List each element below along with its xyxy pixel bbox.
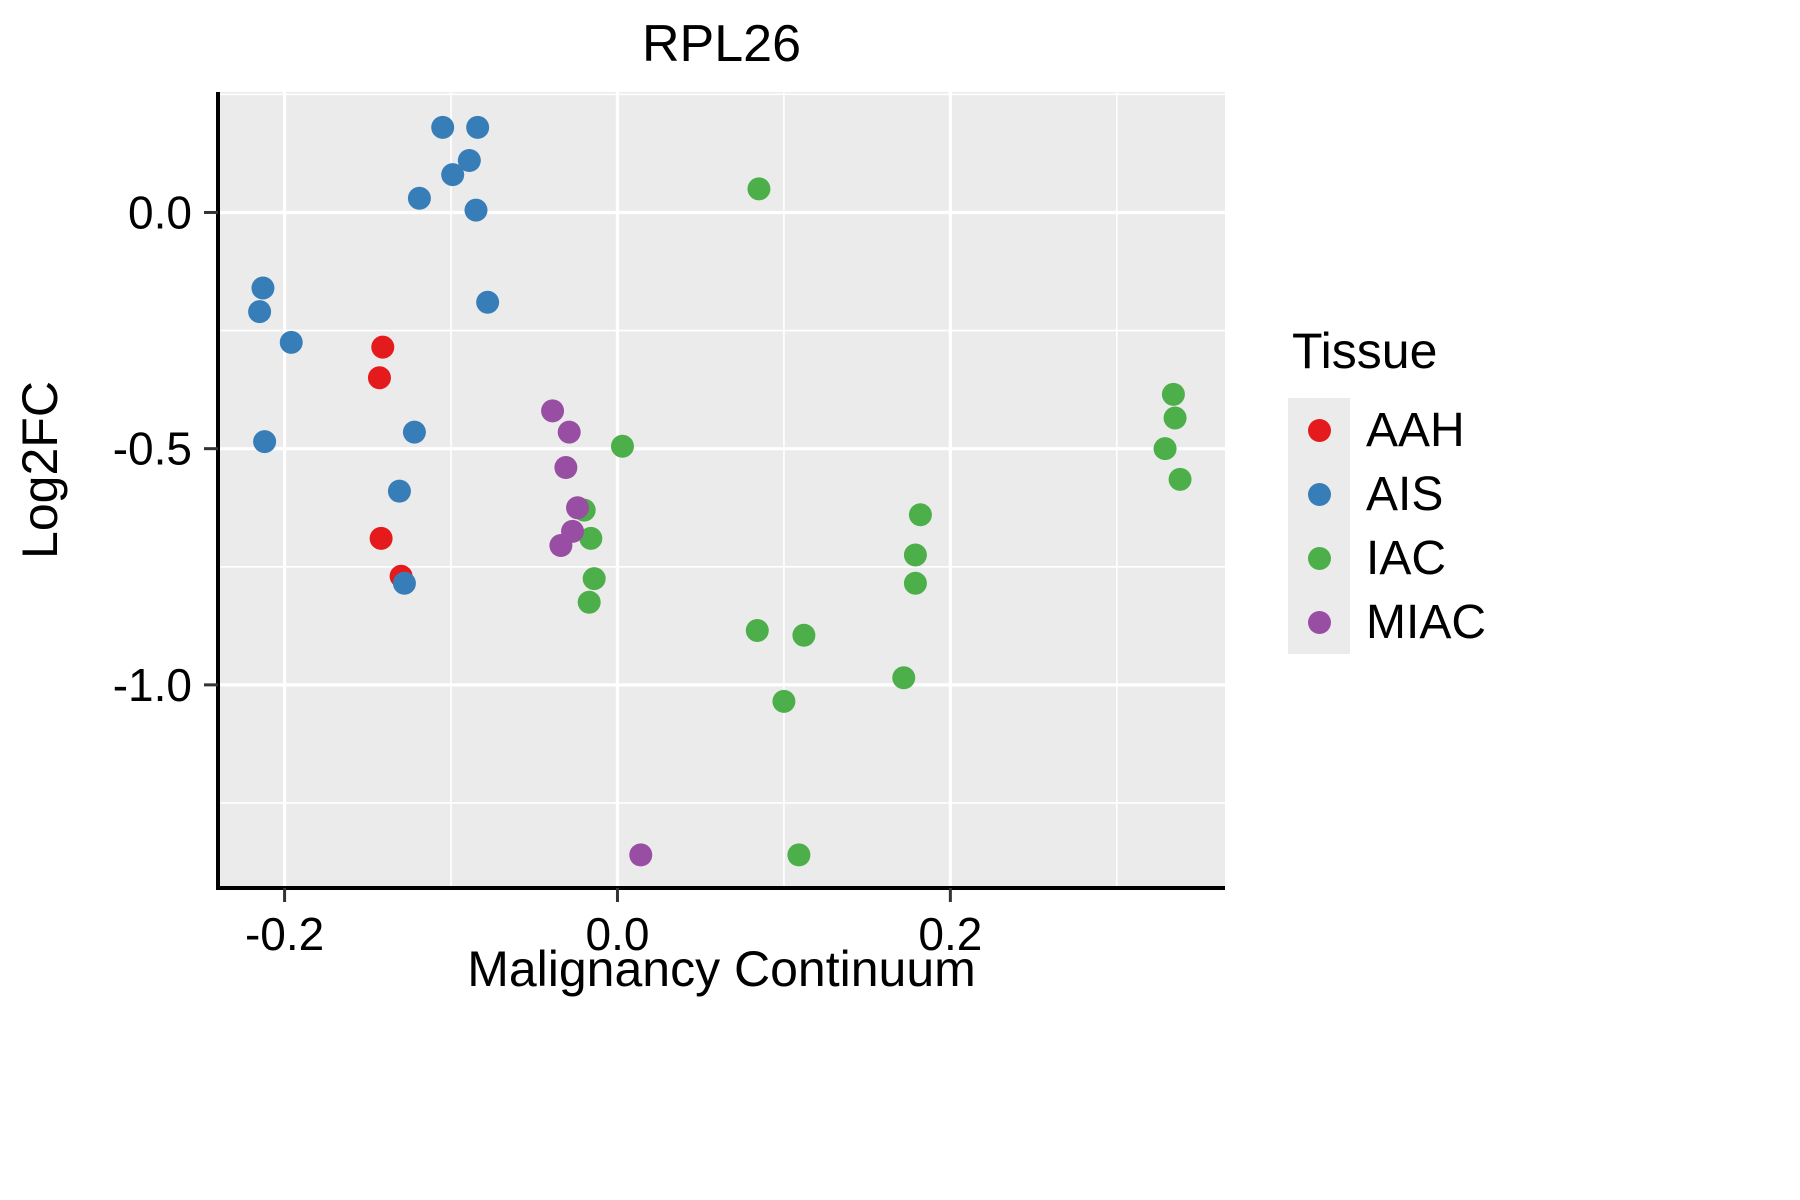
legend-title: Tissue	[1292, 323, 1438, 379]
panel-background	[218, 92, 1225, 888]
data-point-ais	[248, 300, 272, 324]
data-point-iac	[1153, 437, 1177, 461]
data-point-iac	[787, 843, 811, 867]
legend-label: AIS	[1366, 467, 1444, 521]
data-point-iac	[772, 689, 796, 713]
data-point-aah	[369, 526, 393, 550]
data-point-iac	[610, 434, 634, 458]
data-point-iac	[577, 590, 601, 614]
legend-item-iac: IAC	[1288, 526, 1486, 590]
data-point-ais	[464, 198, 488, 222]
x-tick-label: 0.2	[918, 908, 982, 960]
legend: Tissue AAH AIS IAC MIAC	[1288, 322, 1486, 654]
y-axis-label: Log2FC	[12, 381, 68, 559]
legend-item-aah: AAH	[1288, 398, 1486, 462]
legend-key-swatch	[1288, 526, 1350, 590]
data-point-ais	[407, 186, 431, 210]
legend-items: AAH AIS IAC MIAC	[1288, 398, 1486, 654]
data-point-miac	[549, 534, 573, 558]
legend-key-swatch	[1288, 398, 1350, 462]
data-point-iac	[747, 177, 771, 201]
data-point-ais	[392, 571, 416, 595]
data-point-ais	[457, 148, 481, 172]
data-point-ais	[476, 290, 500, 314]
data-point-ais	[402, 420, 426, 444]
legend-label: MIAC	[1366, 595, 1486, 649]
legend-dot-icon	[1307, 482, 1331, 506]
data-point-miac	[629, 843, 653, 867]
data-point-iac	[908, 503, 932, 527]
data-point-iac	[579, 526, 603, 550]
data-point-iac	[1161, 382, 1185, 406]
data-point-miac	[541, 399, 565, 423]
x-tick-label: 0.0	[585, 908, 649, 960]
data-point-ais	[431, 115, 455, 139]
legend-item-ais: AIS	[1288, 462, 1486, 526]
y-tick-label: -1.0	[113, 659, 192, 711]
legend-label: AAH	[1366, 403, 1465, 457]
x-axis-label: Malignancy Continuum	[467, 941, 976, 997]
y-tick-label: 0.0	[128, 186, 192, 238]
legend-key-swatch	[1288, 462, 1350, 526]
data-point-iac	[1163, 406, 1187, 430]
data-point-iac	[582, 567, 606, 591]
legend-item-miac: MIAC	[1288, 590, 1486, 654]
data-point-iac	[903, 571, 927, 595]
data-point-ais	[251, 276, 275, 300]
data-point-miac	[566, 496, 590, 520]
data-point-iac	[792, 623, 816, 647]
legend-label: IAC	[1366, 531, 1447, 585]
data-point-ais	[441, 163, 465, 187]
data-point-iac	[1168, 467, 1192, 491]
data-point-iac	[745, 619, 769, 643]
legend-dot-icon	[1307, 610, 1331, 634]
data-point-iac	[892, 666, 916, 690]
data-point-miac	[557, 420, 581, 444]
legend-dot-icon	[1307, 546, 1331, 570]
data-point-ais	[279, 330, 303, 354]
chart-title: RPL26	[642, 15, 801, 73]
x-tick-label: -0.2	[245, 908, 324, 960]
legend-key-swatch	[1288, 590, 1350, 654]
data-point-aah	[367, 366, 391, 390]
legend-dot-icon	[1307, 418, 1331, 442]
data-point-ais	[387, 479, 411, 503]
data-point-ais	[253, 430, 277, 454]
y-tick-label: -0.5	[113, 423, 192, 475]
data-point-miac	[554, 456, 578, 480]
data-point-aah	[371, 335, 395, 359]
data-point-iac	[903, 543, 927, 567]
data-point-ais	[466, 115, 490, 139]
